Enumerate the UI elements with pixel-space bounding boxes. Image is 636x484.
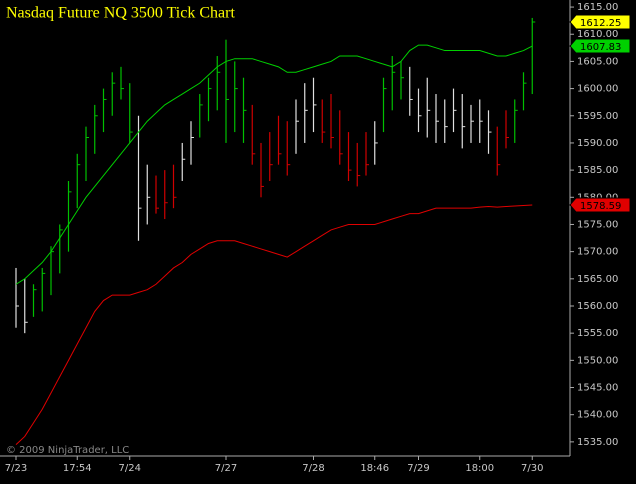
y-tick-label: 1545.00 bbox=[577, 383, 618, 394]
x-tick-label: 7/30 bbox=[521, 463, 543, 474]
x-tick-label: 17:54 bbox=[63, 463, 92, 474]
y-tick-label: 1575.00 bbox=[577, 219, 618, 230]
x-tick-label: 7/29 bbox=[407, 463, 429, 474]
x-tick-label: 7/24 bbox=[119, 463, 141, 474]
price-marker bbox=[569, 38, 631, 54]
y-tick-label: 1550.00 bbox=[577, 355, 618, 366]
x-tick-label: 7/23 bbox=[5, 463, 27, 474]
y-tick-label: 1610.00 bbox=[577, 29, 618, 40]
price-marker-label: 1607.83 bbox=[580, 42, 621, 53]
x-tick-label: 7/28 bbox=[302, 463, 324, 474]
y-tick-label: 1585.00 bbox=[577, 165, 618, 176]
x-tick-label: 18:00 bbox=[465, 463, 494, 474]
moving-average bbox=[15, 44, 533, 285]
y-tick-label: 1600.00 bbox=[577, 84, 618, 95]
y-tick-label: 1560.00 bbox=[577, 301, 618, 312]
copyright: © 2009 NinjaTrader, LLC bbox=[6, 445, 129, 456]
price-marker-label: 1612.25 bbox=[580, 18, 621, 29]
moving-average bbox=[15, 204, 533, 445]
price-marker-label: 1578.59 bbox=[580, 201, 621, 212]
y-tick-label: 1535.00 bbox=[577, 437, 618, 448]
price-marker bbox=[569, 197, 631, 213]
chart-title: Nasdaq Future NQ 3500 Tick Chart bbox=[6, 5, 235, 22]
x-tick-label: 18:46 bbox=[360, 463, 389, 474]
y-tick-label: 1540.00 bbox=[577, 410, 618, 421]
y-tick-label: 1595.00 bbox=[577, 111, 618, 122]
y-tick-label: 1565.00 bbox=[577, 274, 618, 285]
y-tick-label: 1605.00 bbox=[577, 56, 618, 67]
y-tick-label: 1555.00 bbox=[577, 328, 618, 339]
y-tick-label: 1615.00 bbox=[577, 2, 618, 13]
price-marker bbox=[569, 14, 631, 30]
x-tick-label: 7/27 bbox=[215, 463, 237, 474]
y-tick-label: 1590.00 bbox=[577, 138, 618, 149]
y-tick-label: 1570.00 bbox=[577, 247, 618, 258]
